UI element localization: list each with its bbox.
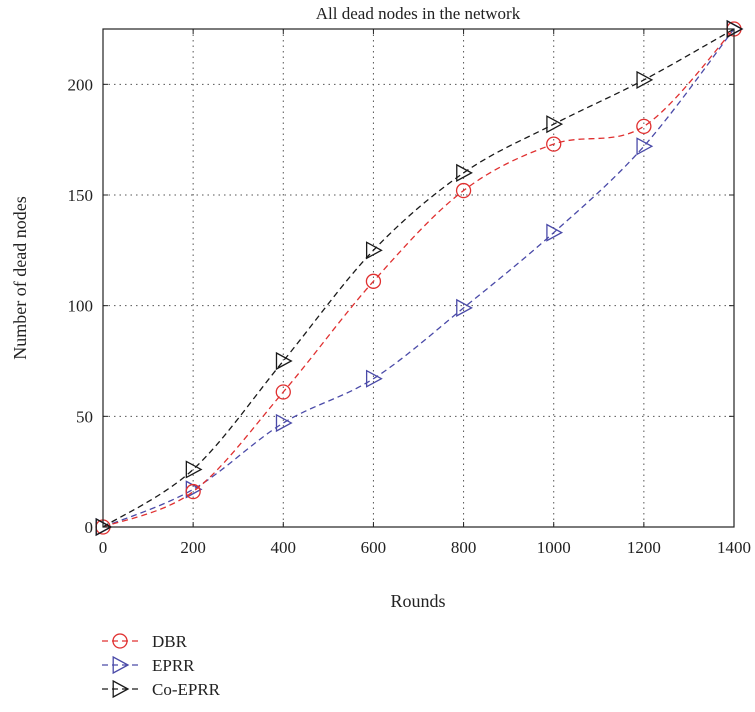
data-point-eprr [636, 137, 654, 156]
data-point-dbr [455, 182, 472, 199]
data-point-co-eprr [365, 241, 383, 260]
data-point-eprr [365, 369, 383, 388]
legend-item-eprr: EPRR [102, 655, 195, 675]
x-tick-label: 600 [361, 538, 387, 557]
series-dbr [95, 21, 742, 535]
x-tick-label: 200 [180, 538, 206, 557]
x-tick-label: 1400 [717, 538, 751, 557]
axis-ticks: 0 200 400 600 800 1000 1200 1400 0 50 100 150 200 [68, 29, 751, 557]
legend-label-co-eprr: Co-EPRR [152, 680, 221, 699]
x-tick-label: 800 [451, 538, 477, 557]
series-co-eprr [95, 19, 744, 537]
data-point-eprr [275, 413, 293, 433]
legend-item-dbr: DBR [102, 632, 188, 651]
data-point-co-eprr [185, 460, 203, 479]
x-axis-title: Rounds [390, 591, 445, 611]
y-axis-title: Number of dead nodes [10, 196, 30, 359]
x-tick-label: 400 [271, 538, 297, 557]
data-point-co-eprr [275, 351, 293, 371]
legend-marker-eprr [112, 655, 130, 675]
data-point-dbr [546, 136, 562, 152]
chart-title: All dead nodes in the network [316, 4, 521, 23]
data-point-eprr [546, 223, 564, 242]
data-point-dbr [365, 273, 382, 289]
legend-label-eprr: EPRR [152, 656, 195, 675]
series-line-dbr [102, 28, 735, 528]
data-point-co-eprr [546, 115, 564, 134]
legend-item-co-eprr: Co-EPRR [102, 679, 221, 699]
data-point-co-eprr [636, 70, 654, 89]
y-tick-label: 0 [85, 518, 94, 537]
x-tick-label: 1000 [537, 538, 571, 557]
grid-lines [103, 29, 734, 527]
data-point-eprr [456, 298, 473, 317]
data-point-dbr [275, 384, 291, 400]
y-tick-label: 200 [68, 75, 94, 94]
x-tick-label: 0 [99, 538, 108, 557]
data-point-dbr [636, 118, 652, 135]
x-tick-label: 1200 [627, 538, 661, 557]
y-tick-label: 50 [76, 407, 93, 426]
data-point-dbr [185, 483, 201, 500]
legend: DBR EPRR Co-EPRR [102, 632, 221, 699]
legend-marker-dbr [112, 633, 128, 649]
y-tick-label: 100 [68, 297, 94, 316]
series-line-eprr [102, 28, 735, 528]
series-line-co-eprr [102, 28, 735, 528]
legend-label-dbr: DBR [152, 632, 188, 651]
legend-marker-co-eprr [112, 679, 130, 699]
plot-frame [102, 28, 735, 528]
data-point-co-eprr [456, 163, 473, 182]
series-layer [95, 19, 744, 537]
y-tick-label: 150 [68, 186, 94, 205]
